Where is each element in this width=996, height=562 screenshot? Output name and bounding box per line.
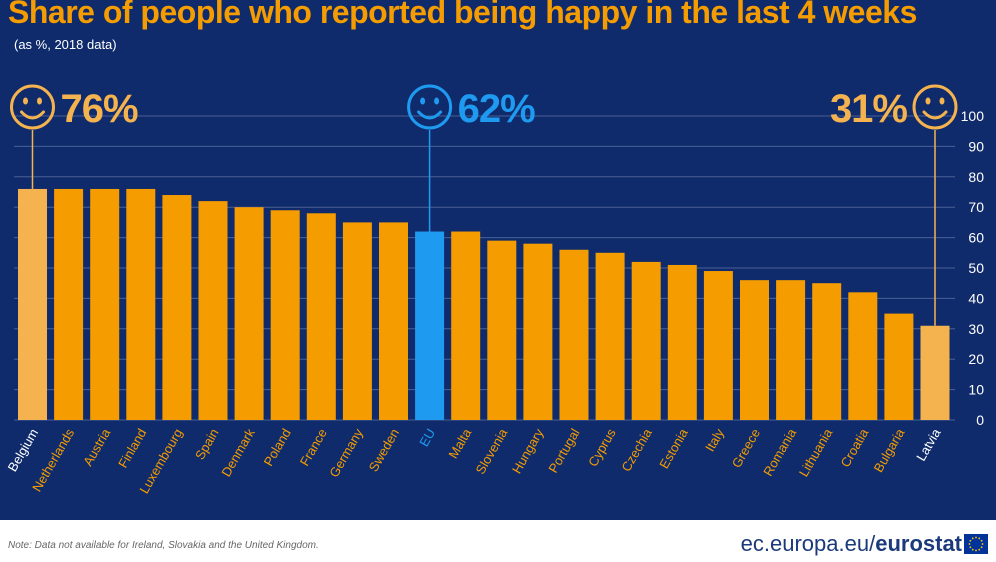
category-label: Greece [729,426,763,470]
y-tick-label: 80 [968,169,984,185]
y-tick-label: 40 [968,290,984,306]
category-label: EU [416,426,438,449]
callouts: 76% 62% 31% [10,84,958,131]
category-label: France [297,426,330,469]
chart-title: Share of people who reported being happy… [8,0,917,30]
category-label: Malta [445,425,474,461]
footer-brand[interactable]: ec.europa.eu/eurostat [741,531,962,557]
category-label: Bulgaria [871,425,908,474]
smiley-icon [407,84,453,130]
y-tick-label: 30 [968,321,984,337]
bar-sweden [379,222,408,420]
category-label: Lithuania [796,425,836,479]
smiley-icon [912,84,958,130]
callout-value: 31% [830,87,907,131]
category-label: Croatia [837,425,871,469]
bar-bulgaria [884,313,914,420]
category-label: Slovenia [472,425,510,476]
y-tick-label: 0 [976,412,984,428]
category-label: Estonia [656,425,691,471]
bar-estonia [667,264,697,420]
y-tick-label: 20 [968,351,984,367]
bar-poland [270,210,300,420]
y-tick-label: 50 [968,260,984,276]
category-label: Italy [702,426,727,455]
category-label: Czechia [618,425,655,474]
bar-austria [90,188,120,420]
footer-brand-name: eurostat [875,531,962,556]
bar-belgium [18,188,47,420]
category-label: Belgium [5,426,41,474]
category-label: Spain [192,426,222,462]
bar-cyprus [595,252,625,420]
category-label: Cyprus [585,426,619,470]
callout-value: 76% [61,87,138,131]
bar-eu [415,231,445,420]
bar-finland [126,188,156,420]
category-label: Romania [760,425,799,478]
bar-romania [776,280,806,420]
bar-czechia [631,261,661,420]
y-tick-label: 60 [968,230,984,246]
bar-chart: 0 10 20 30 40 50 60 70 80 90 100 BelgiumNetherland… [5,84,985,496]
category-label: Poland [261,426,294,469]
chart-subtitle: (as %, 2018 data) [14,37,117,52]
bar-slovenia [487,240,517,420]
footer-note: Note: Data not available for Ireland, Sl… [8,540,319,551]
bar-france [306,213,336,420]
category-label: Denmark [218,426,258,480]
y-tick-label: 90 [968,138,984,154]
category-label: Austria [80,425,114,468]
y-tick-label: 100 [961,108,985,124]
category-label: Portugal [545,426,582,476]
bar-lithuania [812,283,842,420]
bar-netherlands [54,188,84,420]
bar-hungary [523,243,553,420]
category-label: Sweden [366,426,402,474]
bar-denmark [234,207,264,420]
bar-italy [703,271,733,420]
bar-malta [451,231,481,420]
y-axis-ticks: 0 10 20 30 40 50 60 70 80 90 100 [961,108,985,428]
bar-germany [342,222,372,420]
callout-connectors [31,130,936,326]
y-tick-label: 10 [968,382,984,398]
bars [18,188,950,420]
bar-portugal [559,249,589,420]
smiley-icon [10,84,55,130]
y-tick-label: 70 [968,199,984,215]
bar-spain [198,201,228,420]
eu-flag-icon [964,534,988,554]
bar-luxembourg [162,195,192,420]
bar-greece [740,280,769,420]
bar-croatia [848,292,878,420]
category-label: Finland [115,426,149,470]
category-label: Latvia [913,425,944,463]
category-label: Hungary [509,426,547,476]
category-label: Germany [326,426,366,480]
bar-latvia [920,325,950,420]
callout-value: 62% [458,87,535,131]
footer-site: ec.europa.eu/ [740,531,876,556]
